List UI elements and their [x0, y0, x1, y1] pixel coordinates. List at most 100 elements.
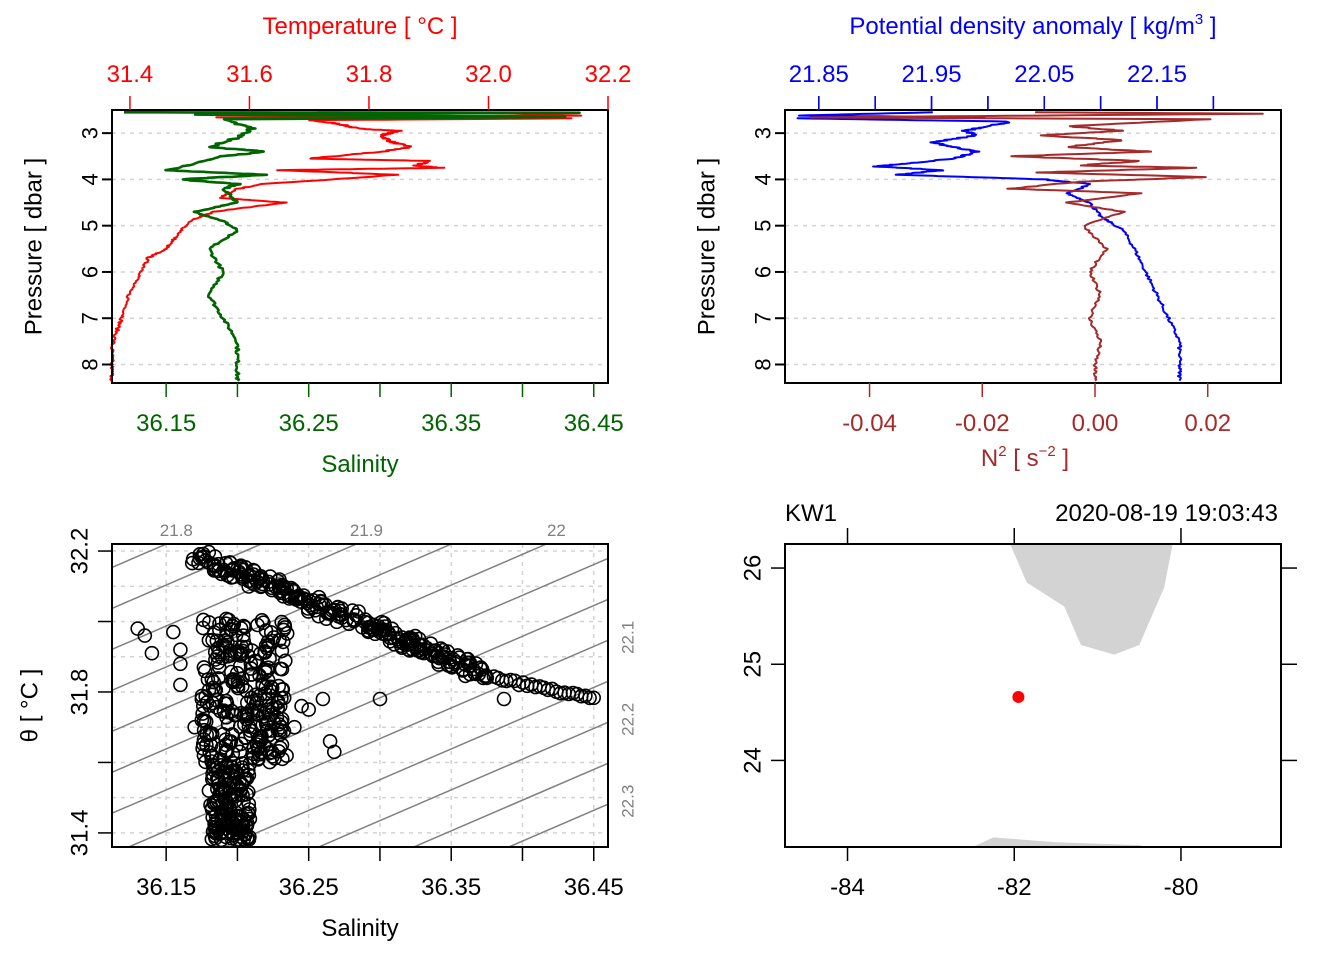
scatter-point — [329, 614, 345, 630]
top-axis-tick-label: 32.2 — [585, 61, 632, 88]
scatter-point — [207, 549, 223, 564]
bottom-axis-tick-label: 36.45 — [564, 410, 624, 437]
scatter-point — [437, 647, 453, 662]
series-line-salinity — [124, 111, 581, 382]
scatter-point — [244, 690, 259, 706]
y-tick-label: 8 — [751, 358, 776, 370]
scatter-point — [236, 708, 252, 724]
scatter-point — [268, 579, 283, 595]
bottom-axis-tick-label: 36.15 — [136, 410, 196, 437]
scatter-point — [195, 741, 210, 756]
y-tick-label: 32.2 — [67, 528, 94, 575]
scatter-point — [240, 830, 255, 846]
scatter-point — [398, 633, 414, 648]
scatter-point — [233, 648, 248, 663]
land-polygon — [1010, 544, 1173, 655]
scatter-point — [210, 655, 226, 670]
scatter-point — [276, 622, 292, 638]
series-line-temperature — [109, 111, 583, 382]
scatter-point — [207, 625, 222, 640]
scatter-point — [271, 678, 287, 694]
isopycnal-line — [221, 680, 608, 847]
y-tick-label: 26 — [740, 555, 767, 582]
scatter-point — [211, 671, 226, 686]
x-tick-label: 36.15 — [136, 874, 196, 901]
scatter-point — [195, 706, 210, 721]
scatter-point — [239, 712, 255, 727]
scatter-point — [507, 673, 523, 689]
isopycnal-line — [112, 544, 359, 651]
scatter-points — [130, 544, 602, 848]
scatter-point — [302, 597, 318, 613]
scatter-point — [372, 691, 388, 707]
scatter-point — [267, 751, 283, 766]
isopycnal-label: 22 — [547, 521, 566, 540]
scatter-point — [225, 672, 240, 687]
scatter-point — [215, 726, 231, 742]
scatter-point — [374, 622, 390, 637]
plot-frame — [784, 543, 1282, 848]
isopycnal-line — [411, 762, 608, 847]
y-tick-label: 7 — [751, 312, 776, 324]
y-tick-label: 3 — [78, 127, 103, 139]
y-tick-label: 7 — [78, 312, 103, 324]
scatter-point — [253, 744, 269, 760]
x-tick-label: 36.25 — [279, 874, 339, 901]
top-axis-tick-label: 31.6 — [226, 61, 273, 88]
scatter-point — [166, 624, 181, 640]
scatter-point — [238, 730, 253, 746]
scatter-point — [219, 744, 235, 760]
scatter-point — [287, 719, 302, 735]
scatter-point — [249, 574, 265, 590]
scatter-point — [208, 793, 224, 809]
scatter-point — [137, 628, 153, 643]
y-tick-label: 4 — [78, 173, 103, 185]
isopycnal-line — [506, 803, 608, 847]
x-tick-label: -84 — [830, 874, 865, 901]
scatter-point — [515, 675, 531, 690]
scatter-point — [194, 691, 210, 707]
scatter-point — [496, 691, 512, 707]
bottom-axis-tick-label: 36.25 — [279, 410, 339, 437]
isopycnal-label: 22.1 — [619, 621, 638, 654]
land-polygon — [972, 837, 1148, 847]
scatter-point — [351, 604, 366, 619]
scatter-point — [475, 670, 491, 686]
y-tick-label: 25 — [740, 651, 767, 678]
top-axis-tick-label: 22.15 — [1127, 61, 1187, 88]
scatter-point — [227, 673, 243, 689]
scatter-point — [173, 677, 188, 693]
scatter-point — [209, 825, 224, 841]
isopycnal-line — [112, 557, 608, 773]
plot-frame — [784, 109, 1282, 384]
scatter-point — [244, 667, 259, 682]
y-axis-label: Pressure [ dbar ] — [694, 158, 721, 335]
scatter-point — [173, 642, 188, 658]
scatter-point — [201, 783, 217, 798]
scatter-point — [301, 702, 317, 717]
scatter-point — [240, 805, 256, 821]
scatter-point — [275, 588, 291, 604]
y-tick-label: 31.8 — [67, 669, 94, 716]
bottom-axis-tick-label: 36.35 — [421, 410, 481, 437]
scatter-point — [212, 616, 227, 631]
scatter-point — [236, 562, 252, 578]
y-tick-label: 5 — [751, 220, 776, 232]
y-tick-label: 24 — [740, 747, 767, 774]
scatter-point — [205, 757, 221, 773]
isopycnal-label: 22.3 — [619, 785, 638, 818]
top-axis-tick-label: 21.85 — [789, 61, 849, 88]
scatter-point — [260, 660, 276, 676]
scatter-point — [235, 679, 250, 694]
scatter-point — [203, 738, 219, 753]
scatter-point — [263, 683, 279, 699]
scatter-point — [402, 636, 417, 652]
scatter-point — [239, 771, 255, 786]
scatter-point — [196, 612, 211, 628]
panel-location-map: -84 -82 -80 24 25 26 KW1 2020-08-19 19:03:43 — [740, 500, 1297, 901]
isopycnal-label: 21.8 — [160, 521, 193, 540]
x-tick-label: -80 — [1164, 874, 1199, 901]
y-tick-label: 5 — [78, 220, 103, 232]
scatter-point — [229, 644, 245, 659]
bottom-axis-title: N2 [ s−2 ] — [981, 443, 1069, 472]
